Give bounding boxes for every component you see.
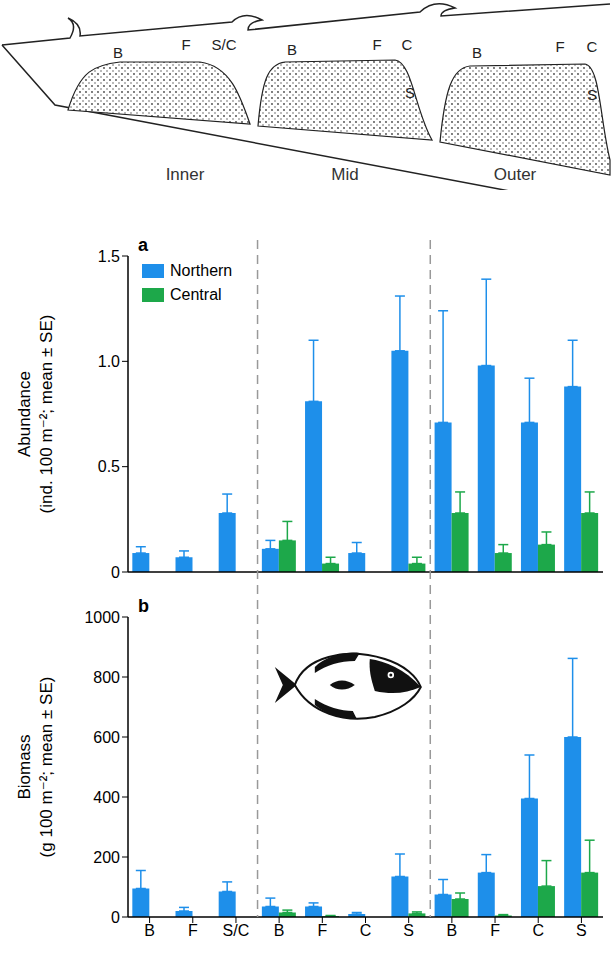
svg-text:Inner: Inner [166,165,205,184]
svg-text:Mid: Mid [331,165,358,184]
svg-text:S: S [587,86,597,103]
svg-text:b: b [138,596,149,616]
svg-text:B: B [274,922,285,939]
svg-text:200: 200 [93,849,120,866]
svg-text:600: 600 [93,729,120,746]
svg-text:400: 400 [93,789,120,806]
svg-text:F: F [555,38,564,55]
svg-text:S: S [403,922,414,939]
svg-text:Northern: Northern [170,262,232,279]
svg-text:Biomass: Biomass [15,734,34,799]
svg-text:B: B [472,44,482,61]
svg-text:C: C [587,38,598,55]
svg-text:Outer: Outer [494,165,537,184]
svg-text:F: F [317,922,327,939]
svg-text:0: 0 [111,564,120,580]
svg-text:S/C: S/C [223,922,250,939]
svg-text:S: S [405,84,415,101]
svg-text:F: F [372,36,381,53]
svg-text:1000: 1000 [84,609,120,626]
svg-text:(ind. 100 m⁻²; mean ± SE): (ind. 100 m⁻²; mean ± SE) [37,315,56,514]
svg-text:Central: Central [170,286,222,303]
svg-text:1.0: 1.0 [98,353,120,370]
svg-text:(g 100 m⁻²; mean ± SE): (g 100 m⁻²; mean ± SE) [37,677,56,858]
svg-text:a: a [138,235,149,255]
svg-text:C: C [402,36,413,53]
svg-text:B: B [113,44,123,61]
svg-text:S/C: S/C [211,36,236,53]
svg-text:B: B [287,41,297,58]
svg-text:Abundance: Abundance [15,371,34,457]
svg-text:F: F [181,36,190,53]
svg-text:C: C [532,922,544,939]
svg-text:F: F [490,922,500,939]
svg-text:0.5: 0.5 [98,458,120,475]
svg-text:800: 800 [93,669,120,686]
svg-text:0: 0 [111,909,120,926]
svg-text:S: S [576,922,587,939]
svg-text:C: C [360,922,372,939]
svg-text:B: B [447,922,458,939]
svg-text:B: B [144,922,155,939]
svg-text:F: F [188,922,198,939]
svg-text:1.5: 1.5 [98,248,120,265]
